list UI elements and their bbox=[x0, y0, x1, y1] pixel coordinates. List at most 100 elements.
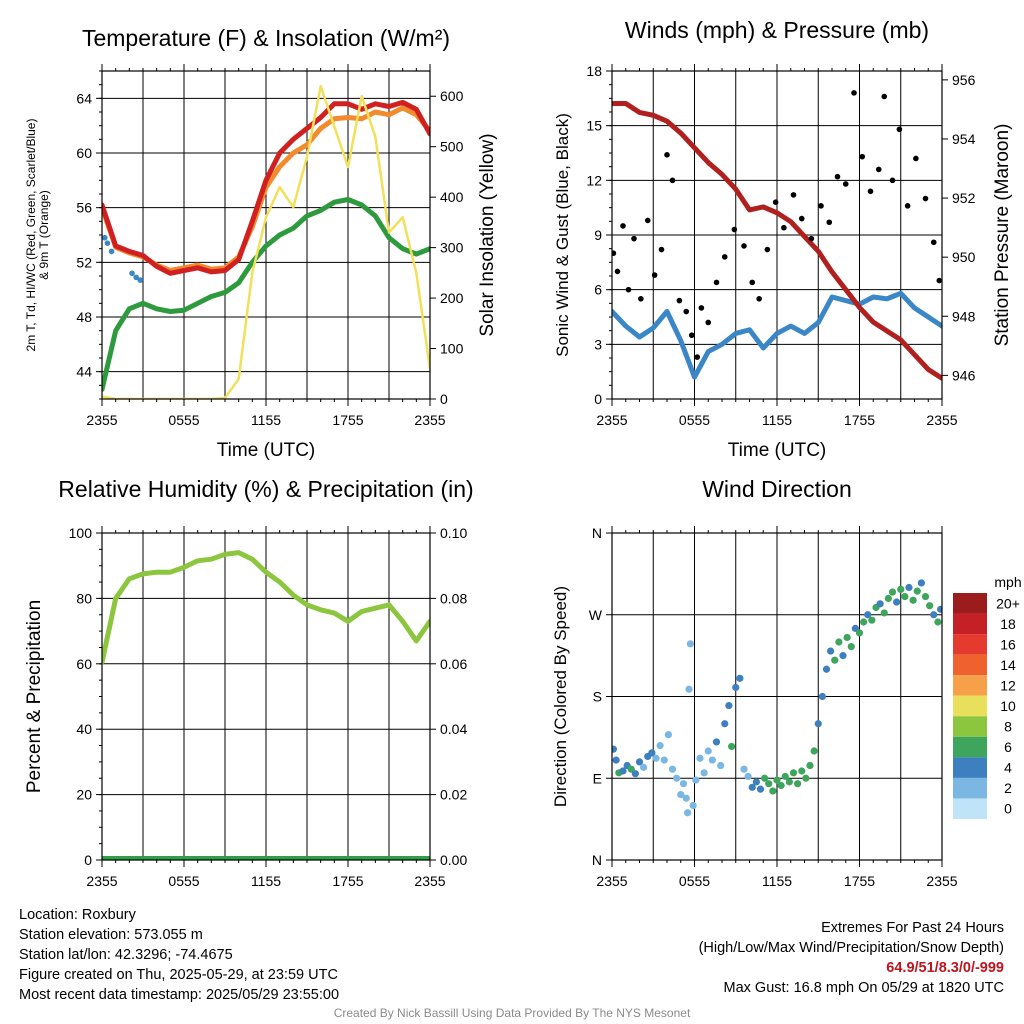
scatter-point bbox=[808, 235, 815, 242]
scatter-point bbox=[834, 173, 841, 180]
scatter-point bbox=[688, 332, 695, 339]
direction-point bbox=[785, 778, 793, 786]
direction-point bbox=[880, 609, 888, 617]
y2-tick-label: 600 bbox=[440, 88, 464, 104]
y2-tick-label: 946 bbox=[952, 367, 976, 383]
scatter-point bbox=[930, 239, 937, 246]
scatter-point bbox=[664, 152, 670, 158]
y2-tick-label: 956 bbox=[952, 72, 976, 88]
y-tick-label: 48 bbox=[76, 309, 92, 325]
y-tick-label: N bbox=[592, 852, 602, 868]
plot-area bbox=[102, 550, 430, 860]
direction-point bbox=[860, 618, 868, 626]
direction-point bbox=[789, 769, 798, 777]
x-tick-label: 2355 bbox=[596, 412, 627, 428]
scatter-point bbox=[781, 224, 787, 231]
chart-panel-3: Relative Humidity (%) & Precipitation (i… bbox=[24, 476, 474, 889]
x-tick-label: 0555 bbox=[168, 412, 199, 428]
direction-point bbox=[913, 587, 921, 595]
direction-point bbox=[930, 611, 938, 619]
colorbar-label: 18 bbox=[1000, 616, 1016, 632]
y-tick-label: 0 bbox=[84, 852, 92, 868]
scatter-point bbox=[669, 177, 676, 184]
x-axis-label: Time (UTC) bbox=[728, 440, 827, 461]
scatter-point bbox=[904, 203, 911, 209]
colorbar-swatch bbox=[953, 798, 987, 819]
direction-point bbox=[777, 781, 785, 790]
y-tick-label: 40 bbox=[76, 721, 92, 737]
direction-point bbox=[761, 774, 769, 782]
chart-panel-4: Wind Direction N E S W N 2355 0555 1155 1755 2355 D… bbox=[551, 476, 1022, 889]
colorbar-title: mph bbox=[994, 574, 1021, 590]
scatter-point bbox=[772, 199, 779, 205]
x-tick-label: 2355 bbox=[596, 873, 627, 889]
direction-point bbox=[736, 674, 744, 682]
chart-title: Winds (mph) & Pressure (mb) bbox=[625, 17, 929, 43]
direction-point bbox=[847, 642, 855, 651]
direction-point bbox=[934, 618, 942, 626]
y-tick-label: 60 bbox=[76, 656, 92, 672]
station-location: Location: Roxbury bbox=[19, 907, 136, 923]
direction-point bbox=[689, 801, 697, 810]
plot-area bbox=[612, 90, 942, 381]
y-axis-label: 2m T, Td, HI/WC (Red, Green, Scarlet/Blu… bbox=[24, 119, 51, 352]
direction-point bbox=[839, 652, 847, 660]
plot-area bbox=[612, 579, 942, 817]
y2-tick-label: 400 bbox=[440, 189, 464, 205]
plot-frame bbox=[101, 532, 431, 861]
y2-axis-label: Solar Insolation (Yellow) bbox=[477, 133, 498, 336]
direction-point bbox=[822, 665, 831, 673]
direction-point bbox=[684, 809, 692, 817]
direction-point bbox=[818, 692, 826, 701]
y-tick-label: 9 bbox=[594, 227, 602, 243]
direction-point bbox=[798, 767, 806, 775]
scatter-point bbox=[826, 219, 833, 226]
scatter-point bbox=[625, 286, 632, 293]
x-tick-label: 0555 bbox=[679, 873, 710, 889]
scatter-point bbox=[875, 166, 882, 173]
scatter-point bbox=[631, 235, 637, 242]
series-line-2 bbox=[612, 101, 942, 381]
y2-tick-label: 948 bbox=[952, 308, 976, 324]
scatter-point bbox=[644, 217, 651, 224]
extremes-info: Extremes For Past 24 Hours (High/Low/Max… bbox=[699, 918, 1004, 998]
y-axis-label: Percent & Precipitation bbox=[24, 600, 45, 793]
y2-tick-label: 954 bbox=[952, 131, 976, 147]
y2-tick-label: 200 bbox=[440, 290, 464, 306]
direction-point bbox=[855, 629, 864, 637]
direction-point bbox=[673, 774, 681, 782]
x-tick-label: 2355 bbox=[86, 873, 117, 889]
chart-panel-2: Winds (mph) & Pressure (mb) 0 3 6 9 12 15 18 946… bbox=[553, 17, 1013, 461]
y2-tick-label: 0.00 bbox=[440, 852, 467, 868]
direction-point bbox=[686, 640, 694, 648]
y2-tick-label: 0.02 bbox=[440, 787, 467, 803]
y2-tick-label: 952 bbox=[952, 190, 976, 206]
direction-point bbox=[769, 787, 777, 795]
direction-point bbox=[692, 776, 700, 784]
scatter-point bbox=[614, 268, 621, 275]
station-latlon: Station lat/lon: 42.3296; -74.4675 bbox=[19, 947, 233, 963]
colorbar-label: 14 bbox=[1000, 657, 1016, 673]
direction-point bbox=[827, 647, 835, 655]
scatter-point bbox=[889, 177, 896, 184]
scatter-point bbox=[683, 308, 690, 315]
colorbar-label: 2 bbox=[1004, 780, 1012, 796]
x-axis-label: Time (UTC) bbox=[217, 440, 316, 461]
direction-point bbox=[717, 761, 725, 770]
y-tick-label: 64 bbox=[76, 90, 92, 106]
direction-point bbox=[884, 594, 892, 603]
y2-tick-label: 0.06 bbox=[440, 656, 467, 672]
direction-point bbox=[656, 741, 664, 750]
colorbar-swatch bbox=[953, 716, 987, 737]
x-tick-label: 1755 bbox=[844, 873, 875, 889]
y-tick-label: 44 bbox=[76, 364, 92, 380]
scatter-point bbox=[731, 226, 738, 233]
direction-point bbox=[679, 780, 688, 788]
direction-point bbox=[843, 633, 851, 642]
scatter-point bbox=[694, 354, 701, 360]
y-tick-label: 56 bbox=[76, 200, 92, 216]
direction-point bbox=[652, 754, 660, 762]
direction-point bbox=[696, 754, 704, 762]
chart-panel-1: Temperature (F) & Insolation (W/m²) 44 48 5… bbox=[24, 25, 498, 461]
x-tick-label: 0555 bbox=[168, 873, 199, 889]
